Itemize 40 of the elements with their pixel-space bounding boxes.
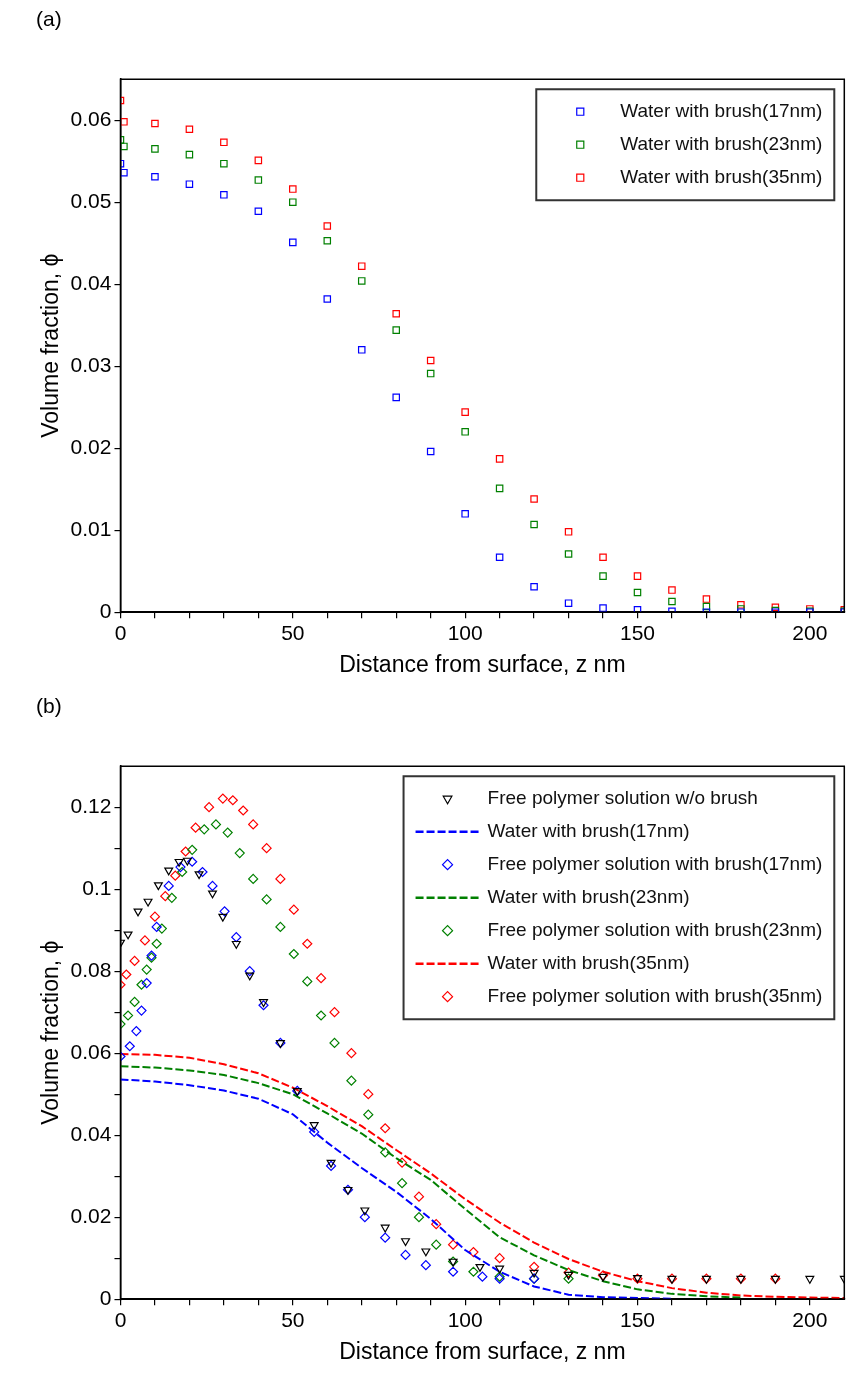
y-tick-label: 0 (99, 599, 112, 622)
chart-title: (a) (36, 7, 62, 31)
y-tick-label: 0.06 (70, 1040, 112, 1063)
y-tick-label: 0.12 (70, 794, 112, 817)
legend-label: Free polymer solution w/o brush (487, 786, 758, 808)
x-tick-label: 150 (619, 620, 656, 644)
x-tick-label: 200 (792, 1307, 828, 1331)
chart-title: (b) (36, 694, 62, 718)
y-axis-title: Volume fraction, ϕ (37, 253, 64, 438)
y-tick-label: 0.01 (70, 517, 112, 540)
legend-label: Water with brush(35nm) (487, 951, 690, 973)
y-tick-label: 0.04 (70, 271, 112, 294)
y-tick-label: 0.02 (70, 435, 112, 458)
x-tick-label: 100 (447, 620, 483, 644)
legend-label: Free polymer solution with brush(23nm) (487, 918, 823, 940)
y-tick-label: 0.02 (70, 1204, 112, 1227)
y-tick-label: 0.04 (70, 1122, 112, 1145)
legend-label: Water with brush(23nm) (620, 132, 823, 154)
legend-label: Free polymer solution with brush(17nm) (487, 852, 823, 874)
legend-label: Free polymer solution with brush(35nm) (487, 984, 823, 1006)
y-tick-label: 0 (99, 1286, 112, 1309)
x-tick-label: 50 (281, 1307, 305, 1331)
legend-label: Water with brush(23nm) (487, 885, 690, 907)
legend-label: Water with brush(35nm) (620, 165, 823, 187)
x-tick-label: 100 (447, 1307, 483, 1331)
y-axis-title: Volume fraction, ϕ (37, 940, 64, 1125)
y-tick-label: 0.1 (82, 876, 112, 899)
y-tick-label: 0.03 (70, 353, 112, 376)
y-tick-label: 0.06 (70, 107, 112, 130)
x-axis-title: Distance from surface, z nm (339, 1337, 626, 1364)
y-tick-label: 0.05 (70, 189, 112, 212)
y-tick-label: 0.08 (70, 958, 112, 981)
x-tick-label: 200 (792, 620, 828, 644)
legend-label: Water with brush(17nm) (620, 99, 823, 121)
x-tick-label: 150 (619, 1307, 656, 1331)
x-tick-label: 0 (114, 620, 127, 644)
x-axis-title: Distance from surface, z nm (339, 650, 626, 677)
legend-label: Water with brush(17nm) (487, 819, 690, 841)
x-tick-label: 50 (281, 620, 305, 644)
x-tick-label: 0 (114, 1307, 127, 1331)
